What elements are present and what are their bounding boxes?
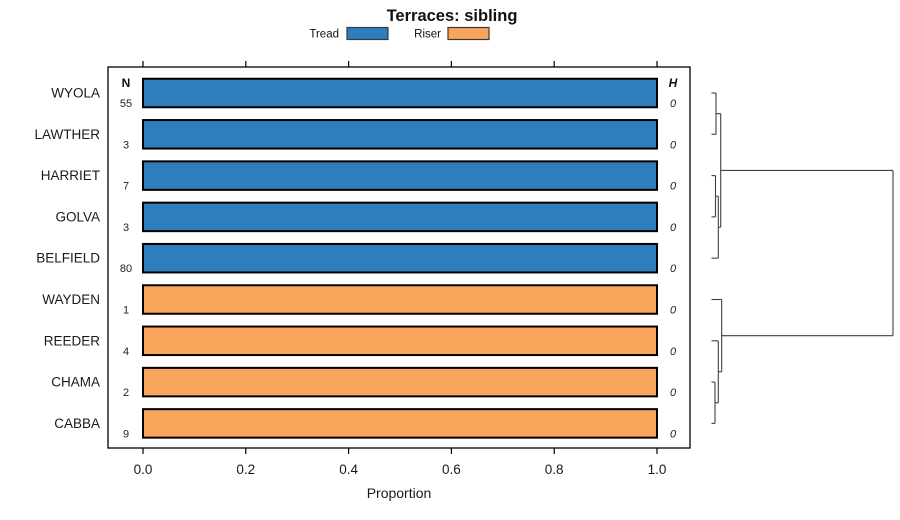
x-tick-label: 0.8 (545, 462, 564, 477)
legend-label-tread: Tread (309, 29, 339, 41)
n-value-golva: 3 (123, 222, 129, 234)
n-value-lawther: 3 (123, 139, 129, 151)
bar-golva (142, 201, 658, 233)
plot-box (107, 66, 691, 449)
bar-wayden (142, 284, 658, 315)
row-label-reeder: REEDER (44, 333, 101, 348)
legend-swatch-riser (447, 26, 490, 41)
dendrogram-group (711, 92, 894, 424)
bar-harriet (142, 160, 658, 191)
n-value-belfield: 80 (120, 263, 132, 275)
n-value-cabba: 9 (123, 428, 129, 440)
bar-cabba (142, 408, 658, 439)
row-label-harriet: HARRIET (41, 168, 100, 183)
n-value-harriet: 7 (123, 181, 129, 193)
row-label-golva: GOLVA (55, 209, 100, 224)
n-column-header: N (122, 76, 131, 90)
row-label-belfield: BELFIELD (36, 251, 100, 266)
legend-swatch-tread (346, 26, 389, 41)
bar-chama (142, 366, 658, 398)
chart-title: Terraces: sibling (387, 7, 518, 25)
bar-lawther (142, 119, 658, 150)
x-tick-label: 0.0 (134, 462, 153, 477)
row-label-wyola: WYOLA (51, 86, 100, 101)
legend-label-riser: Riser (414, 29, 441, 41)
bar-wyola (142, 77, 658, 109)
h-value-harriet: 0 (670, 181, 677, 193)
row-label-cabba: CABBA (54, 416, 100, 431)
n-value-reeder: 4 (123, 346, 129, 358)
n-values-group: 55 3 7 3 80 1 4 2 9 (120, 98, 132, 440)
h-value-belfield: 0 (670, 263, 677, 275)
h-value-cabba: 0 (670, 428, 677, 440)
bars-group (142, 77, 658, 439)
h-value-golva: 0 (670, 222, 677, 234)
x-tick-label: 0.6 (442, 462, 461, 477)
legend: Tread Riser (309, 26, 490, 41)
h-values-group: 0 0 0 0 0 0 0 0 0 (670, 98, 677, 440)
x-tick-label: 1.0 (648, 462, 667, 477)
bar-belfield (142, 242, 658, 274)
h-value-reeder: 0 (670, 346, 677, 358)
row-label-wayden: WAYDEN (42, 292, 100, 307)
row-label-lawther: LAWTHER (34, 127, 100, 142)
n-value-wyola: 55 (120, 98, 132, 110)
x-axis-group: 0.0 0.2 0.4 0.6 0.8 1.0 (134, 61, 667, 477)
h-value-lawther: 0 (670, 139, 677, 151)
bar-reeder (142, 325, 658, 357)
n-value-wayden: 1 (123, 305, 129, 317)
h-value-wayden: 0 (670, 305, 677, 317)
row-labels-group: WYOLA LAWTHER HARRIET GOLVA BELFIELD WAYDEN RE… (34, 86, 100, 431)
h-column-header: H (669, 76, 678, 90)
x-tick-label: 0.2 (236, 462, 255, 477)
x-axis-label: Proportion (367, 485, 432, 501)
h-value-chama: 0 (670, 387, 677, 399)
h-value-wyola: 0 (670, 98, 677, 110)
n-value-chama: 2 (123, 387, 129, 399)
row-label-chama: CHAMA (51, 375, 100, 390)
x-tick-label: 0.4 (339, 462, 358, 477)
